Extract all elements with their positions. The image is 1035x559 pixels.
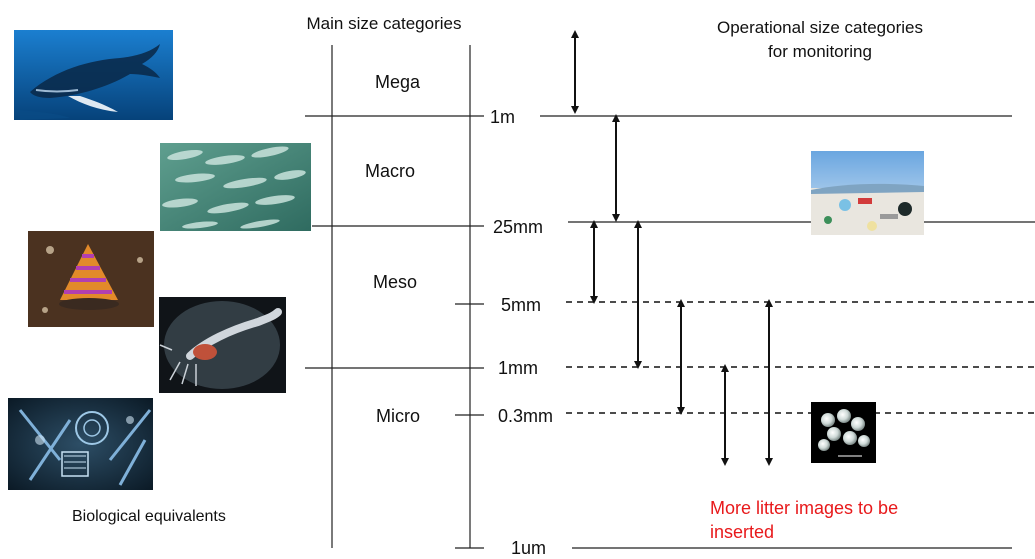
biological-equivalents-caption: Biological equivalents [72,508,226,525]
krill-image [159,297,286,393]
category-micro-label: Micro [376,406,420,426]
size-mark-1m: 1m [490,107,516,127]
operational-categories-header-line1: Operational size categories [716,18,923,37]
litter-note-line1: More litter images to be [710,498,899,518]
size-mark-5mm: 5mm [501,295,541,315]
plastic-pellets-image [811,402,876,463]
plankton-image [8,398,153,490]
beach-litter-image [811,151,924,235]
category-mega-label: Mega [375,72,421,92]
category-macro-label: Macro [365,161,416,181]
size-mark-25mm: 25mm [493,217,544,237]
humpback-whale-image [14,30,173,120]
fish-school-image [160,143,311,231]
size-mark-1mm: 1mm [498,358,538,378]
size-mark-0.3mm: 0.3mm [498,406,554,426]
category-meso-label: Meso [373,272,418,292]
sea-snail-image [28,231,154,327]
size-mark-1um: 1um [511,538,547,558]
operational-categories-header-line2: for monitoring [768,42,872,61]
main-categories-header: Main size categories [306,14,462,33]
litter-note-line2: inserted [710,522,775,542]
